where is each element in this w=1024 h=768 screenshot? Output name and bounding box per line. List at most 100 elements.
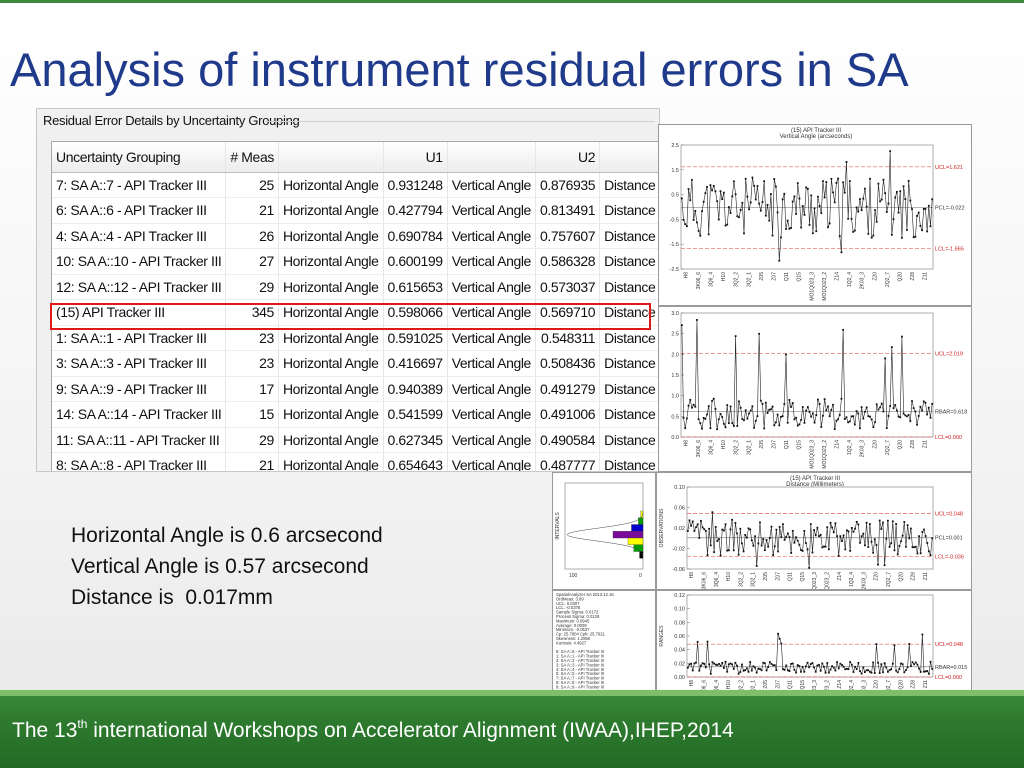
col-header-u3-type[interactable] [599, 142, 659, 173]
data-point [846, 529, 848, 532]
data-point [771, 405, 774, 408]
table-row[interactable]: 7: SA A::7 - API Tracker III 25 Horizontal… [52, 172, 659, 198]
col-header-u2-type[interactable] [447, 142, 536, 173]
data-point [703, 528, 706, 531]
row-u1-type: Horizontal Angle [278, 376, 384, 402]
data-point [701, 526, 704, 529]
x-tick-label: 2Q2_7 [885, 272, 891, 287]
table-row[interactable]: 1: SA A::1 - API Tracker III 23 Horizontal… [52, 325, 659, 351]
data-point [699, 234, 702, 237]
table-row[interactable]: 12: SA A::12 - API Tracker III 29 Horizont… [52, 274, 659, 300]
data-point [688, 519, 691, 522]
control-line-label: UCL=2.019 [935, 352, 963, 358]
data-point [764, 401, 767, 404]
data-point [805, 409, 808, 412]
data-point [778, 259, 781, 262]
data-point [727, 549, 730, 552]
stats-line: 2: SA A::2 - API Tracker III [556, 658, 604, 663]
row-meas: 23 [225, 350, 279, 377]
stats-box: SpatialAnalyzer SA 2013.12.16 OrdMeas: 3.… [552, 590, 656, 700]
data-point [704, 666, 707, 669]
data-point [852, 530, 855, 533]
table-row[interactable]: 4: SA A::4 - API Tracker III 26 Horizontal… [52, 223, 659, 249]
data-point [880, 198, 883, 201]
data-point [837, 177, 839, 180]
row-u2: 0.508436 [535, 350, 601, 377]
data-point [818, 663, 820, 666]
table-row[interactable]: 8: SA A::8 - API Tracker III 21 Horizontal… [52, 452, 659, 471]
stats-line: Minimum: -0.0537 [556, 627, 590, 632]
data-point [707, 405, 710, 408]
data-point [892, 218, 895, 221]
data-point [775, 528, 778, 531]
data-point [873, 672, 876, 674]
table-row[interactable]: 11: SA A::11 - API Tracker III 29 Horizont… [52, 427, 659, 453]
data-point [768, 537, 771, 539]
data-point [887, 519, 889, 522]
row-u1-type: Horizontal Angle [278, 427, 384, 453]
table-row[interactable]: 6: SA A::6 - API Tracker III 21 Horizontal… [52, 197, 659, 224]
data-point [845, 416, 848, 419]
row-u1: 0.627345 [383, 427, 448, 453]
data-point [689, 398, 692, 401]
data-point [760, 544, 763, 547]
col-header-grouping[interactable]: Uncertainty Grouping [52, 142, 227, 173]
x-tick-label: Z20 [872, 440, 878, 449]
x-tick-label: Q15 [800, 572, 806, 582]
data-point [898, 668, 901, 670]
data-point [796, 664, 799, 666]
y-tick-label: -0.5 [670, 217, 679, 223]
table-row[interactable]: 10: SA A::10 - API Tracker III 27 Horizont… [52, 248, 659, 275]
data-point [836, 535, 838, 538]
data-point [736, 425, 739, 427]
data-point [899, 416, 902, 419]
data-point [788, 536, 791, 539]
y-tick-label: 0.10 [674, 607, 685, 613]
residual-grid[interactable]: Uncertainty Grouping # Meas U1 U2 U3 7: … [51, 141, 659, 471]
col-header-meas[interactable]: # Meas [225, 142, 279, 173]
table-row[interactable]: (15) API Tracker III 345 Horizontal Angle 0… [52, 299, 659, 326]
y-tick-label: 0.0 [671, 435, 679, 441]
col-header-u1[interactable]: U1 [383, 142, 448, 173]
x-tick-label: 3Q6_4 [709, 440, 715, 455]
data-point [783, 403, 786, 405]
data-point [841, 540, 843, 543]
distance-histogram: INTERVALS 100 0 [552, 472, 656, 590]
caption-divider [265, 121, 655, 122]
row-u1: 0.416697 [383, 350, 448, 377]
col-header-u2[interactable]: U2 [535, 142, 601, 173]
data-point [706, 413, 708, 416]
data-point [859, 541, 861, 544]
data-point [780, 236, 782, 239]
data-point [724, 224, 727, 227]
data-point [908, 643, 911, 645]
data-point [754, 666, 756, 669]
table-row[interactable]: 3: SA A::3 - API Tracker III 23 Horizontal… [52, 350, 659, 377]
data-point [875, 643, 878, 646]
data-point [868, 670, 871, 673]
data-point [808, 566, 811, 569]
data-point [900, 540, 902, 543]
data-point [852, 230, 855, 233]
data-point [814, 534, 817, 537]
col-header-u1-type[interactable] [278, 142, 384, 173]
data-point [865, 669, 868, 672]
data-point [820, 212, 823, 215]
y-axis-label: INTERVALS [555, 512, 561, 540]
data-point [734, 335, 737, 338]
data-point [825, 409, 828, 412]
data-point [888, 546, 891, 548]
data-point [902, 185, 905, 188]
data-point [806, 187, 809, 190]
data-point [839, 662, 842, 665]
table-row[interactable]: 9: SA A::9 - API Tracker III 17 Horizontal… [52, 376, 659, 402]
data-point [805, 665, 807, 668]
y-tick-label: -0.06 [672, 567, 685, 573]
stats-line: 7: SA A::7 - API Tracker III [556, 676, 604, 681]
data-point [723, 529, 725, 532]
table-row[interactable]: 14: SA A::14 - API Tracker III 15 Horizont… [52, 401, 659, 428]
data-point [857, 661, 860, 664]
data-point [811, 551, 814, 554]
data-point [855, 206, 858, 209]
data-point [903, 521, 906, 523]
